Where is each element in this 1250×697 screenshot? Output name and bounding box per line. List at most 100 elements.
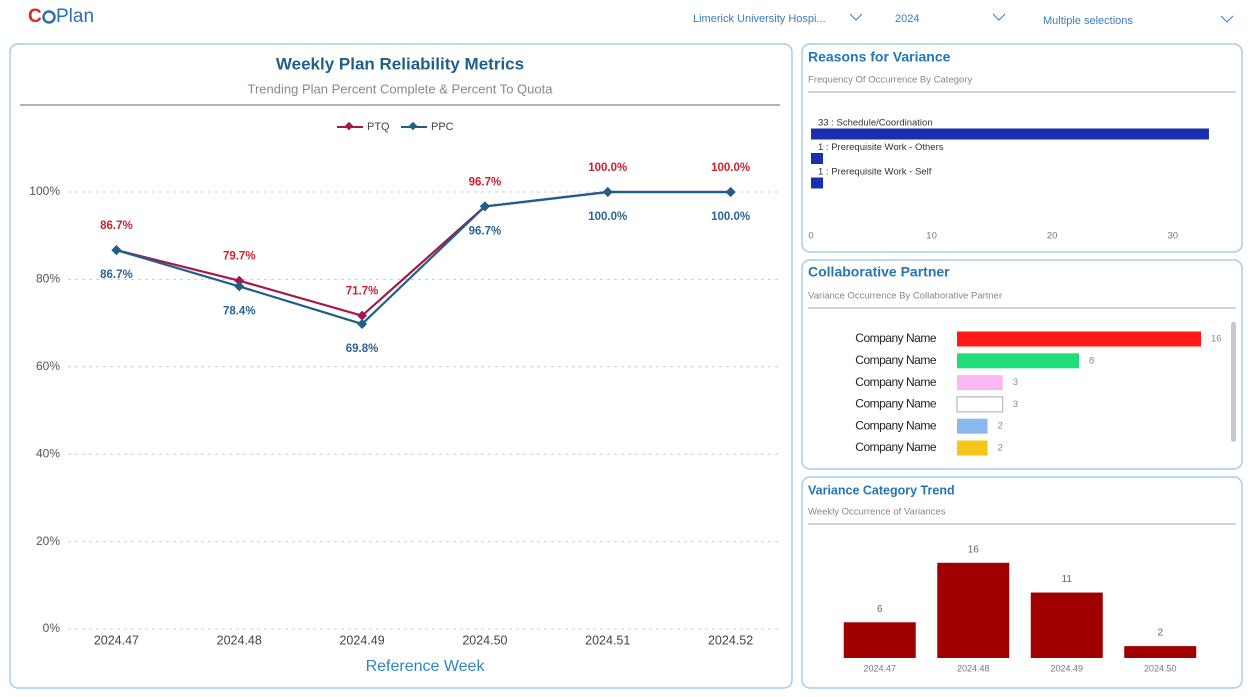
y-tick-label: 40% <box>36 446 60 460</box>
data-label: 69.8% <box>346 343 379 355</box>
data-point <box>357 318 368 329</box>
y-tick-label: 80% <box>36 272 60 286</box>
x-axis-label: Reference Week <box>366 658 486 675</box>
x-tick-label: 2024.50 <box>1144 663 1177 673</box>
bar <box>957 440 988 456</box>
data-label: 96.7% <box>469 225 502 237</box>
data-label: 78.4% <box>223 305 256 317</box>
chart-title: Variance Category Trend <box>808 483 955 497</box>
x-tick-label: 2024.50 <box>462 633 507 647</box>
data-label: 2 <box>998 443 1003 454</box>
filter[interactable]: 2024 <box>895 13 919 25</box>
data-label: 86.7% <box>100 220 133 232</box>
panel <box>801 43 1243 253</box>
data-label: 8 <box>1089 355 1094 366</box>
bar <box>811 128 1209 140</box>
x-tick-label: 2024.49 <box>339 633 384 647</box>
data-label: 71.7% <box>346 286 379 298</box>
logo-plan: Plan <box>56 6 94 27</box>
data-label: 16 <box>968 544 980 555</box>
category-label: 1 : Prerequisite Work - Self <box>818 167 932 178</box>
chart-subtitle: Variance Occurrence By Collaborative Par… <box>808 291 1002 302</box>
y-tick-label: 0% <box>43 621 61 635</box>
dropdown-chevron[interactable] <box>992 13 1006 21</box>
category-label: Company Name <box>855 440 937 454</box>
chart-title: Collaborative Partner <box>808 264 950 280</box>
data-point <box>111 245 122 256</box>
logo-icon <box>42 10 56 24</box>
bar <box>957 418 988 434</box>
category-label: Company Name <box>855 353 937 367</box>
data-label: 3 <box>1013 399 1018 410</box>
category-label: Company Name <box>855 418 937 432</box>
chart-title: Weekly Plan Reliability Metrics <box>276 54 524 73</box>
x-tick-label: 2024.47 <box>863 663 896 673</box>
category-label: 1 : Prerequisite Work - Others <box>818 142 944 153</box>
chart-subtitle: Frequency Of Occurrence By Category <box>808 75 972 86</box>
data-label: 100.0% <box>588 211 627 223</box>
y-tick-label: 100% <box>29 184 60 198</box>
x-tick-label: 0 <box>808 231 813 242</box>
y-tick-label: 20% <box>36 534 60 548</box>
x-tick-label: 2024.48 <box>957 663 990 673</box>
x-tick-label: 20 <box>1047 231 1058 242</box>
legend-marker <box>344 121 354 131</box>
bar <box>811 177 824 189</box>
panel <box>9 43 793 689</box>
x-tick-label: 2024.51 <box>585 633 630 647</box>
data-label: 100.0% <box>711 211 750 223</box>
data-label: 100.0% <box>711 162 750 174</box>
x-tick-label: 30 <box>1167 231 1178 242</box>
bar <box>957 375 1003 391</box>
data-label: 6 <box>877 604 883 615</box>
category-label: Company Name <box>855 331 937 345</box>
filter[interactable]: Multiple selections <box>1043 15 1133 27</box>
bar <box>843 622 916 658</box>
y-tick-label: 60% <box>36 359 60 373</box>
data-label: 96.7% <box>469 176 502 188</box>
logo[interactable]: C Plan <box>28 6 94 27</box>
scrollbar[interactable] <box>1231 322 1236 442</box>
data-label: 100.0% <box>588 162 627 174</box>
data-point <box>234 275 245 286</box>
filter[interactable]: Limerick University Hospi... <box>693 13 826 25</box>
data-label: 16 <box>1211 334 1222 345</box>
data-label: 2 <box>998 421 1003 432</box>
data-label: 2 <box>1157 628 1163 639</box>
x-tick-label: 2024.52 <box>708 633 753 647</box>
data-point <box>725 187 736 197</box>
bar <box>956 396 1004 413</box>
bar <box>937 562 1010 658</box>
data-label: 3 <box>1013 377 1018 388</box>
x-tick-label: 2024.49 <box>1050 663 1083 673</box>
data-label: 86.7% <box>100 269 133 281</box>
data-point <box>602 187 613 197</box>
series-line <box>116 190 731 326</box>
bar <box>957 353 1079 369</box>
chart-title: Reasons for Variance <box>808 49 951 65</box>
chart-subtitle: Trending Plan Percent Complete & Percent… <box>248 81 554 96</box>
data-point <box>479 201 490 212</box>
chart-subtitle: Weekly Occurrence of Variances <box>808 507 946 518</box>
category-label: Company Name <box>855 397 937 411</box>
data-label: 11 <box>1062 574 1073 585</box>
category-label: 33 : Schedule/Coordination <box>818 118 933 129</box>
legend-marker <box>408 121 418 131</box>
category-label: Company Name <box>855 375 937 389</box>
legend-label: PTQ <box>367 121 390 133</box>
x-tick-label: 2024.48 <box>217 633 262 647</box>
bar <box>1124 646 1197 658</box>
x-tick-label: 2024.47 <box>94 633 139 647</box>
dropdown-chevron[interactable] <box>1220 15 1234 23</box>
legend-label: PPC <box>431 121 454 133</box>
data-point <box>234 281 245 292</box>
bar <box>1030 592 1103 658</box>
bar <box>957 331 1201 347</box>
logo-c: C <box>28 6 42 27</box>
data-label: 79.7% <box>223 251 256 263</box>
x-tick-label: 10 <box>926 231 937 242</box>
data-point <box>357 310 368 321</box>
dropdown-chevron[interactable] <box>849 13 863 21</box>
